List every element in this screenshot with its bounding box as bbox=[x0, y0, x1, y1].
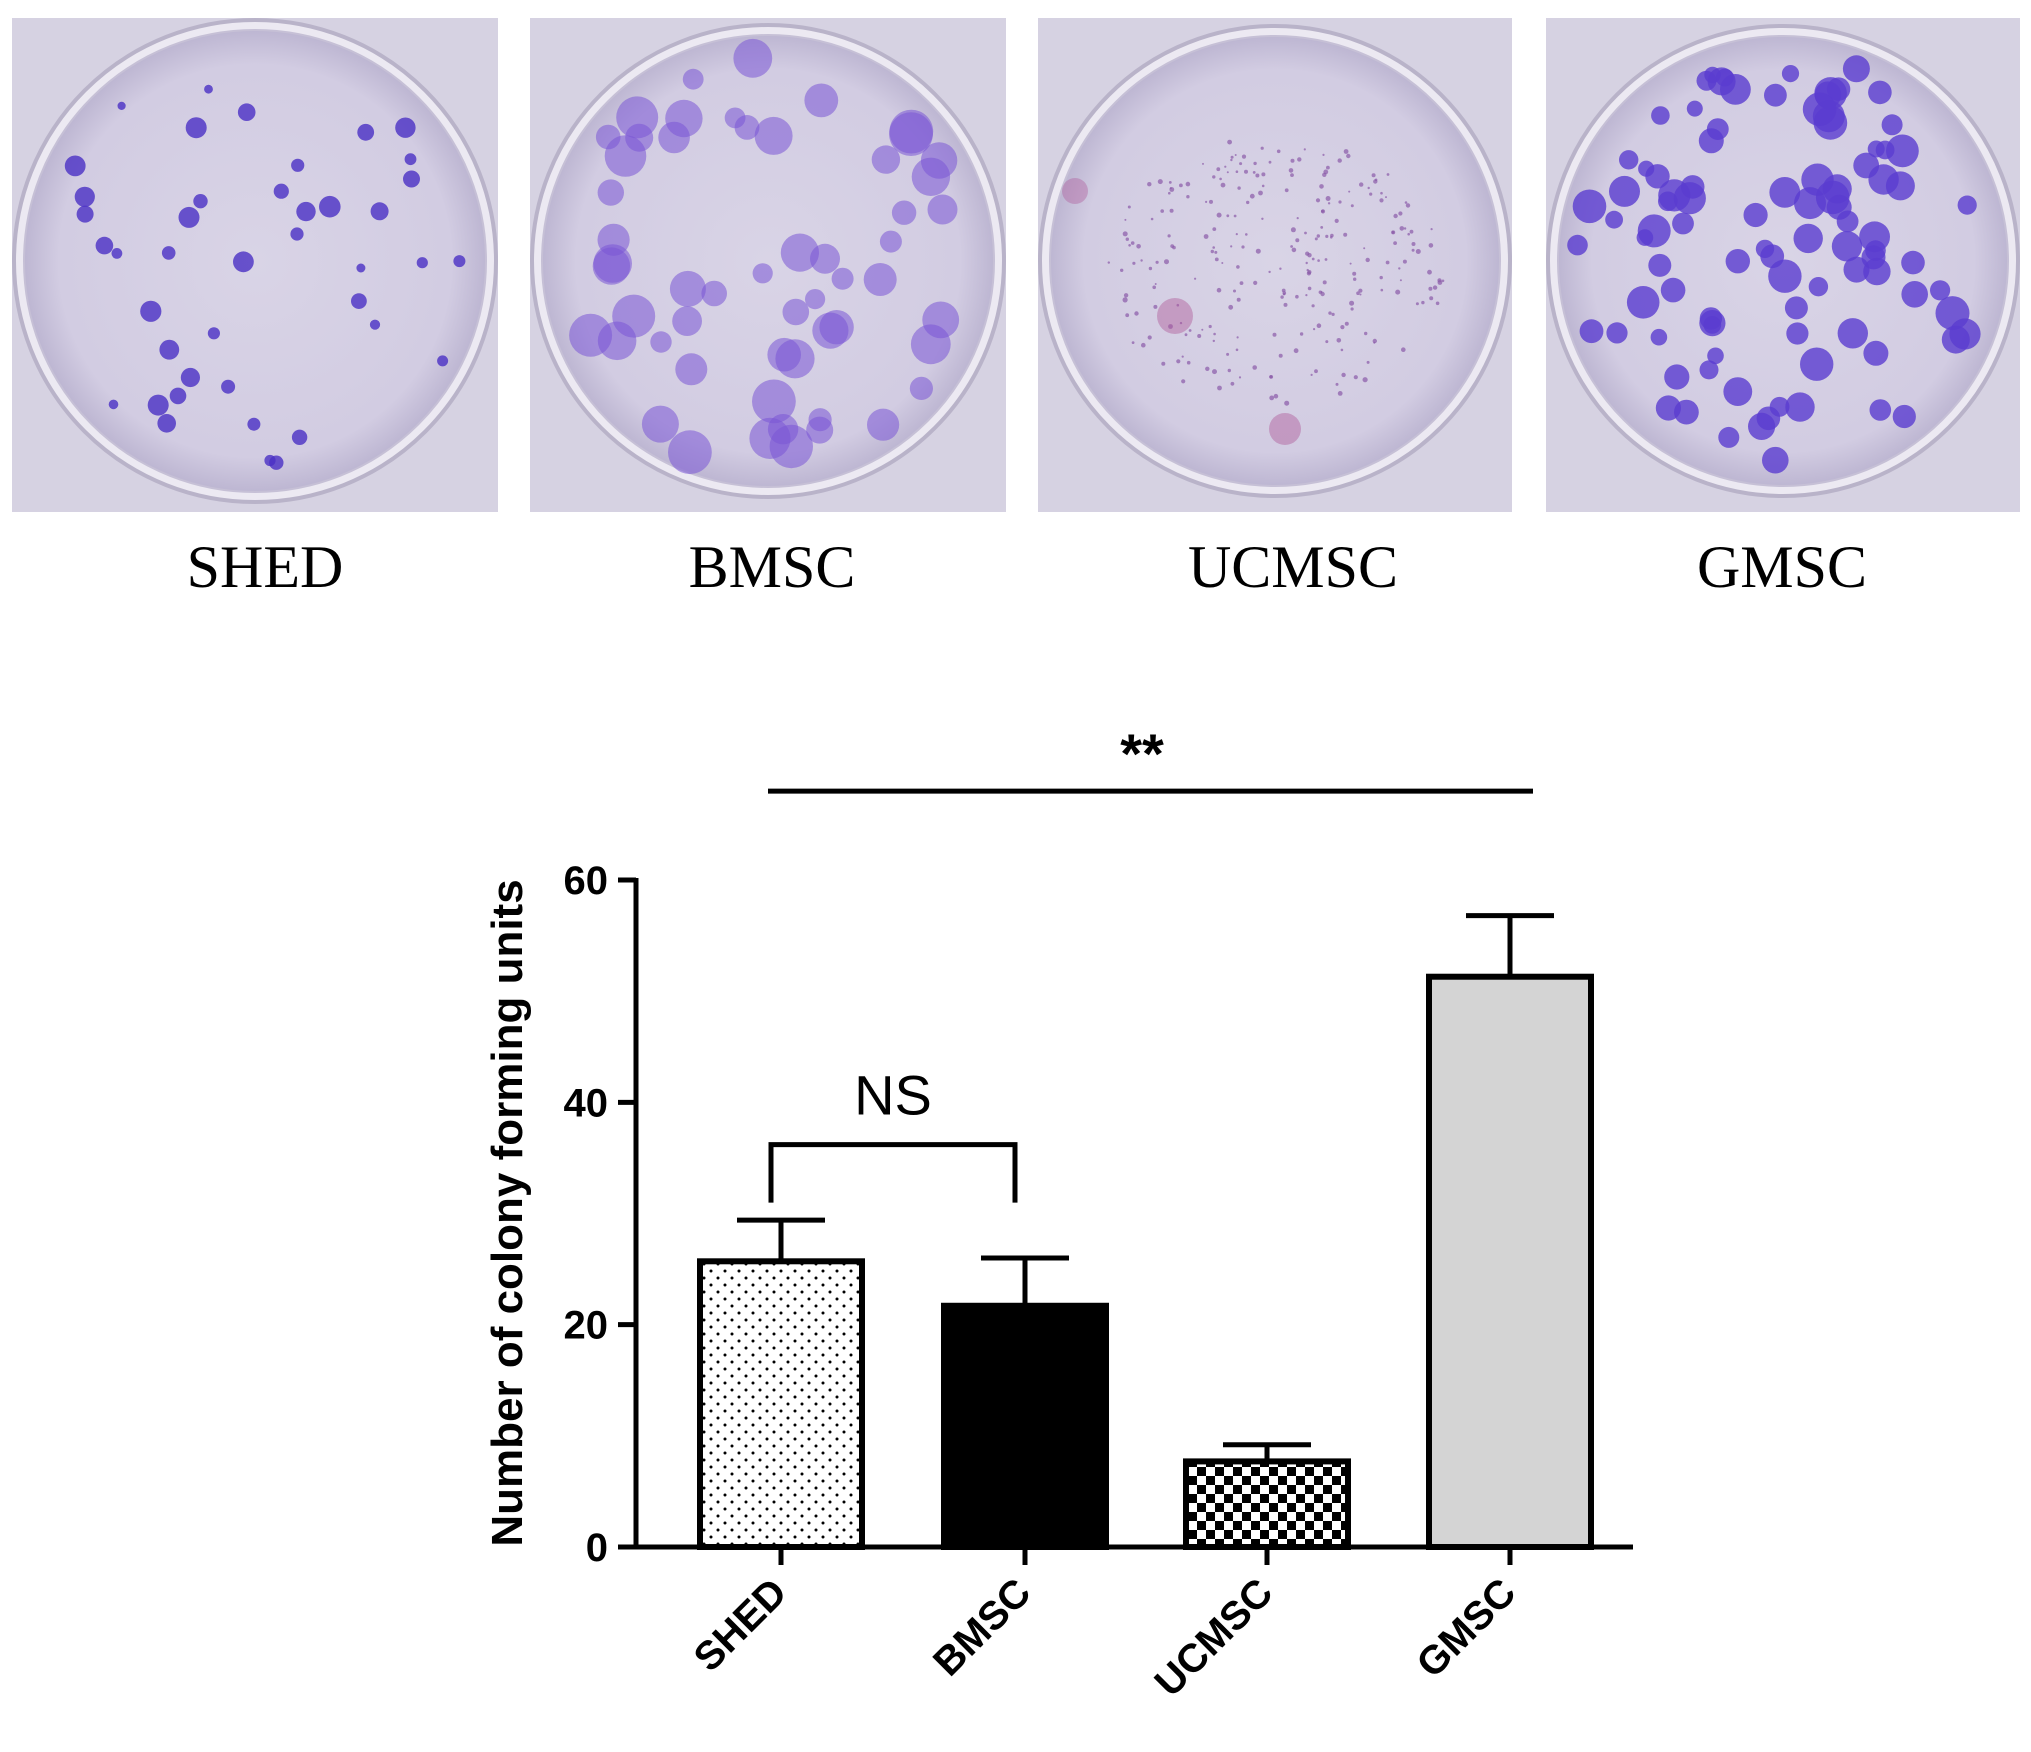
y-axis-label: Number of colony forming units bbox=[483, 879, 532, 1546]
plate-photo-ucmsc bbox=[1038, 18, 1512, 512]
significance-ns: NS bbox=[768, 1064, 1018, 1203]
bars: SHED BMSC UCMSC GMSC bbox=[686, 913, 1594, 1705]
bar-chart: Number of colony forming units 0 20 40 60 S… bbox=[483, 722, 1633, 1705]
y-tick-label: 0 bbox=[586, 1526, 608, 1570]
x-tick-label-ucmsc: UCMSC bbox=[1147, 1570, 1282, 1705]
plate-label-bmsc: BMSC bbox=[689, 534, 856, 600]
y-tick-label: 40 bbox=[564, 1081, 609, 1125]
ns-label: NS bbox=[854, 1064, 932, 1127]
plate-photo-bmsc bbox=[530, 18, 1006, 512]
plate-photo-shed bbox=[12, 18, 498, 512]
plate-photos bbox=[12, 18, 2020, 512]
plate-label-gmsc: GMSC bbox=[1697, 534, 1867, 600]
plate-label-ucmsc: UCMSC bbox=[1188, 534, 1398, 600]
plate-label-shed: SHED bbox=[187, 534, 344, 600]
x-tick-label-shed: SHED bbox=[686, 1570, 796, 1680]
significance-annotations: NS ** bbox=[768, 722, 1533, 1203]
bar-gmsc bbox=[1426, 973, 1594, 1550]
x-tick-label-gmsc: GMSC bbox=[1408, 1570, 1524, 1686]
significance-stars: ** bbox=[768, 722, 1533, 794]
y-tick-label: 60 bbox=[564, 859, 609, 903]
x-tick-label-bmsc: BMSC bbox=[925, 1570, 1039, 1684]
y-tick-label: 20 bbox=[564, 1304, 609, 1348]
bar-ucmsc bbox=[1183, 1458, 1351, 1550]
stars-label: ** bbox=[1120, 722, 1164, 785]
plate-photo-gmsc bbox=[1546, 18, 2020, 512]
bar-bmsc bbox=[941, 1302, 1109, 1550]
bar-shed bbox=[697, 1258, 865, 1550]
